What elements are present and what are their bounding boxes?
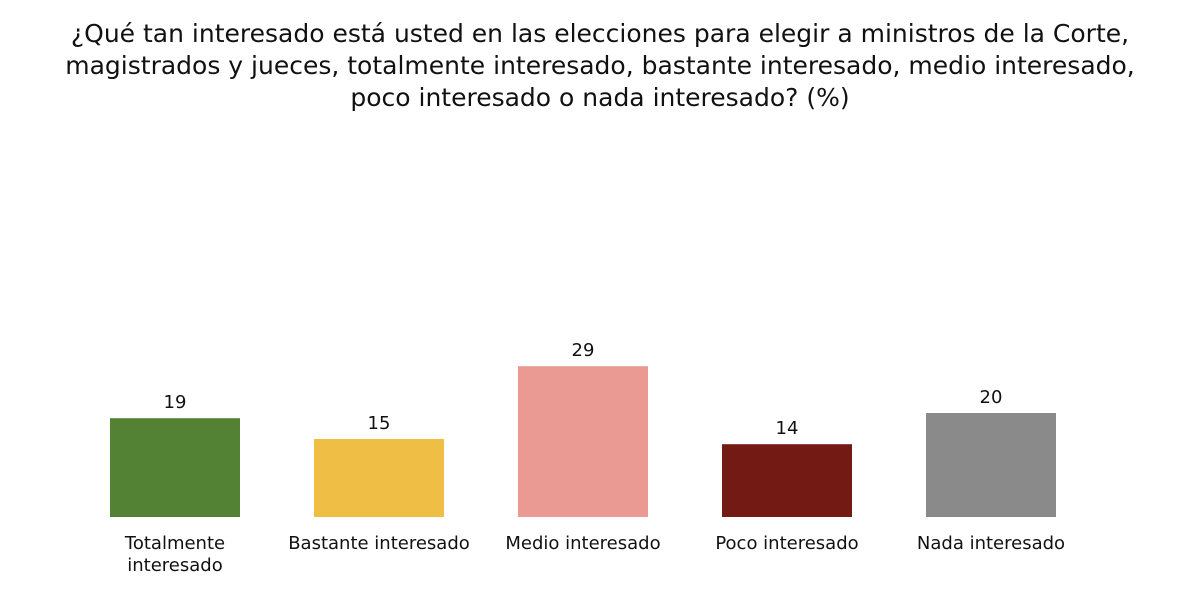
data-label-3: 29: [572, 340, 595, 361]
chart-title: ¿Qué tan interesado está usted en las el…: [65, 19, 1135, 112]
bar-2: [314, 439, 444, 517]
category-label-1: Totalmente interesado: [124, 533, 225, 576]
category-label-line: Nada interesado: [917, 533, 1065, 554]
category-label-4: Poco interesado: [715, 533, 858, 554]
data-label-5: 20: [980, 387, 1003, 408]
category-label-line: interesado: [127, 555, 222, 576]
data-label-4: 14: [776, 418, 799, 439]
bar-4: [722, 444, 852, 517]
category-label-5: Nada interesado: [917, 533, 1065, 554]
bar-1: [110, 418, 240, 517]
bar-3: [518, 366, 648, 517]
bar-5: [926, 413, 1056, 517]
data-label-1: 19: [164, 392, 187, 413]
data-label-2: 15: [368, 413, 391, 434]
category-label-line: Poco interesado: [715, 533, 858, 554]
category-label-line: Bastante interesado: [288, 533, 470, 554]
category-label-2: Bastante interesado: [288, 533, 470, 554]
category-label-line: Medio interesado: [505, 533, 660, 554]
category-label-3: Medio interesado: [505, 533, 660, 554]
category-label-line: Totalmente: [124, 533, 225, 554]
